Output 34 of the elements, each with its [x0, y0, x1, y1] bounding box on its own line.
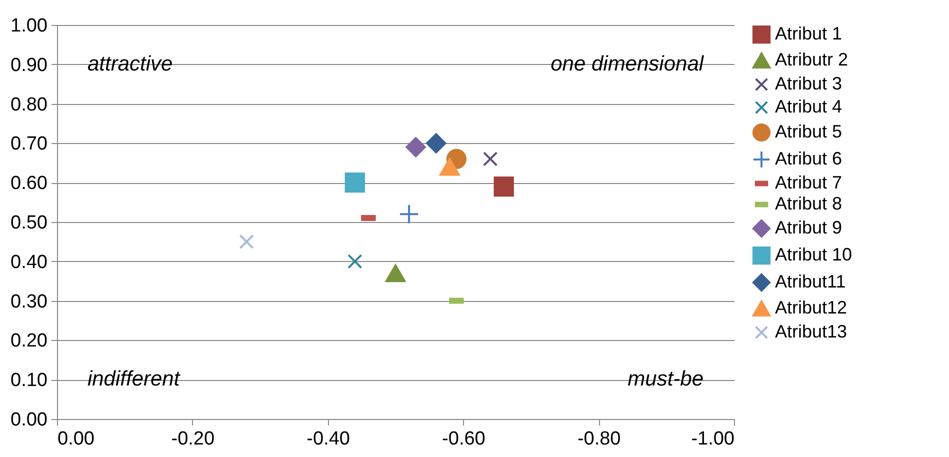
legend-label: Atributr 2 — [775, 50, 848, 70]
legend-label: Atribut 10 — [775, 244, 852, 264]
legend-label: Atribut 8 — [775, 194, 842, 214]
legend-label: Atribut 6 — [775, 148, 842, 168]
y-tick-label: 0.00 — [10, 410, 48, 430]
x-tick-label: -0.80 — [577, 428, 621, 450]
y-tick-label: 0.20 — [10, 330, 48, 352]
y-tick-label: 0.90 — [10, 54, 48, 76]
y-tick-label: 0.40 — [10, 252, 48, 273]
x-tick-label: -0.20 — [171, 428, 215, 450]
y-tick-label: 0.70 — [10, 134, 48, 155]
legend-label: Atribut 9 — [775, 218, 842, 238]
legend-label: Atribut13 — [775, 322, 848, 342]
legend-label: Atribut 3 — [775, 74, 842, 94]
legend-label: Atribut11 — [775, 272, 846, 292]
y-tick-label: 0.50 — [10, 212, 48, 234]
legend-label: Atribut12 — [775, 298, 848, 318]
y-tick-label: 0.60 — [10, 173, 48, 194]
y-tick-label: 0.80 — [10, 94, 48, 116]
x-tick-label: 0.00 — [58, 428, 94, 450]
legend-label: Atribut 4 — [775, 96, 842, 116]
annotation: attractive — [87, 52, 173, 76]
annotation: indifferent — [87, 368, 181, 391]
y-tick-label: 0.10 — [10, 370, 48, 392]
legend-label: Atribut 5 — [775, 122, 842, 142]
legend-label: Atribut 7 — [775, 172, 842, 192]
y-tick-label: 1.00 — [10, 16, 48, 36]
annotation: one dimensional — [550, 52, 705, 76]
x-tick-label: -1.00 — [691, 428, 734, 450]
x-tick-label: -0.60 — [442, 428, 486, 450]
annotation: must-be — [628, 368, 704, 391]
y-tick-label: 0.30 — [10, 291, 48, 312]
legend-label: Atribut 1 — [775, 24, 842, 44]
x-tick-label: -0.40 — [306, 428, 350, 450]
